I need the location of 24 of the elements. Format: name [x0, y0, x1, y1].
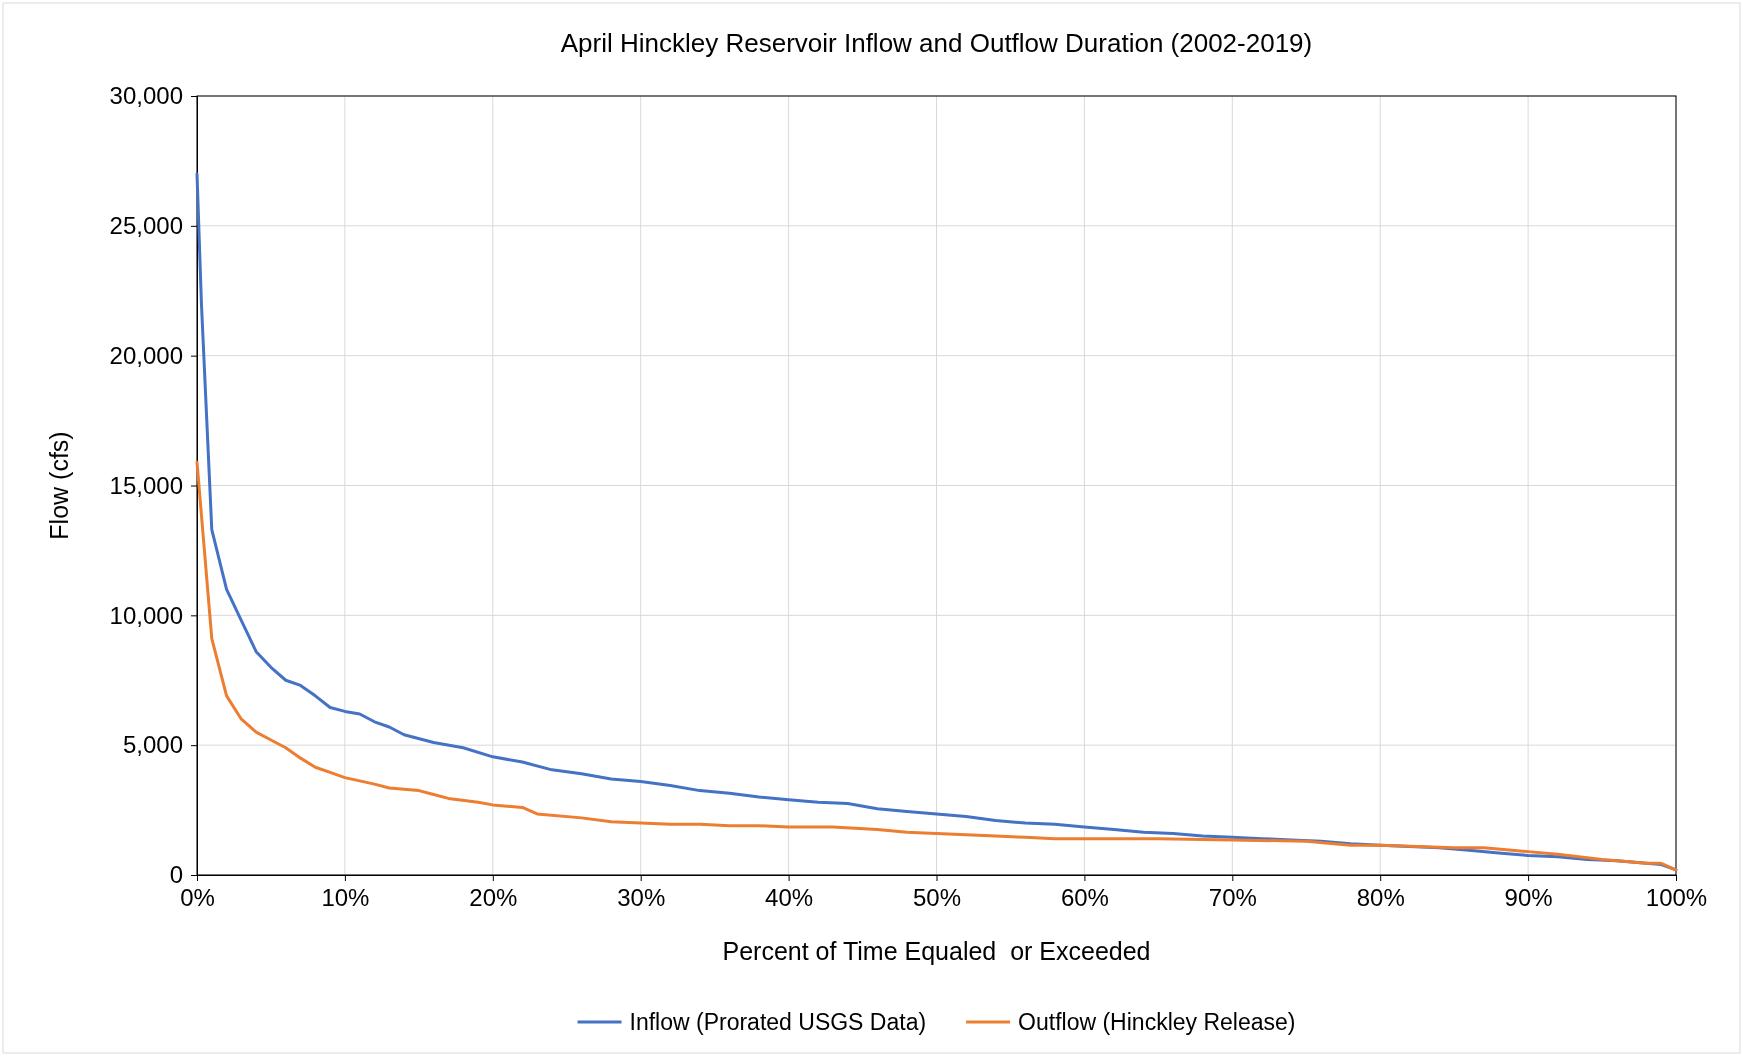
y-tick-label: 0 [169, 861, 183, 889]
x-axis-title: Percent of Time Equaled or Exceeded [722, 937, 1151, 965]
line-series [195, 460, 1678, 872]
x-tick-label: 10% [321, 884, 370, 912]
y-tick-label: 5,000 [122, 731, 183, 759]
x-tick-label: 50% [912, 884, 962, 912]
legend-label: Outflow (Hinckley Release) [1018, 1009, 1296, 1035]
x-tick-label: 30% [617, 884, 666, 912]
x-tick-label: 0% [180, 884, 215, 912]
y-axis-title: Flow (cfs) [45, 431, 73, 540]
x-tick-label: 100% [1645, 884, 1708, 912]
x-tick-label: 70% [1208, 884, 1257, 912]
y-tick-label: 25,000 [109, 212, 183, 240]
y-tick-label: 10,000 [109, 601, 183, 629]
x-tick-label: 60% [1060, 884, 1109, 912]
x-tick-label: 80% [1356, 884, 1405, 912]
x-tick-label: 90% [1504, 884, 1553, 912]
y-tick-label: 15,000 [109, 471, 183, 499]
y-tick-label: 30,000 [109, 82, 183, 110]
chart-title: April Hinckley Reservoir Inflow and Outflow Duration (2002-2019) [560, 28, 1313, 58]
x-tick-label: 40% [765, 884, 814, 912]
legend-label: Inflow (Prorated USGS Data) [629, 1009, 927, 1035]
y-tick-label: 20,000 [109, 341, 183, 369]
x-tick-label: 20% [469, 884, 518, 912]
